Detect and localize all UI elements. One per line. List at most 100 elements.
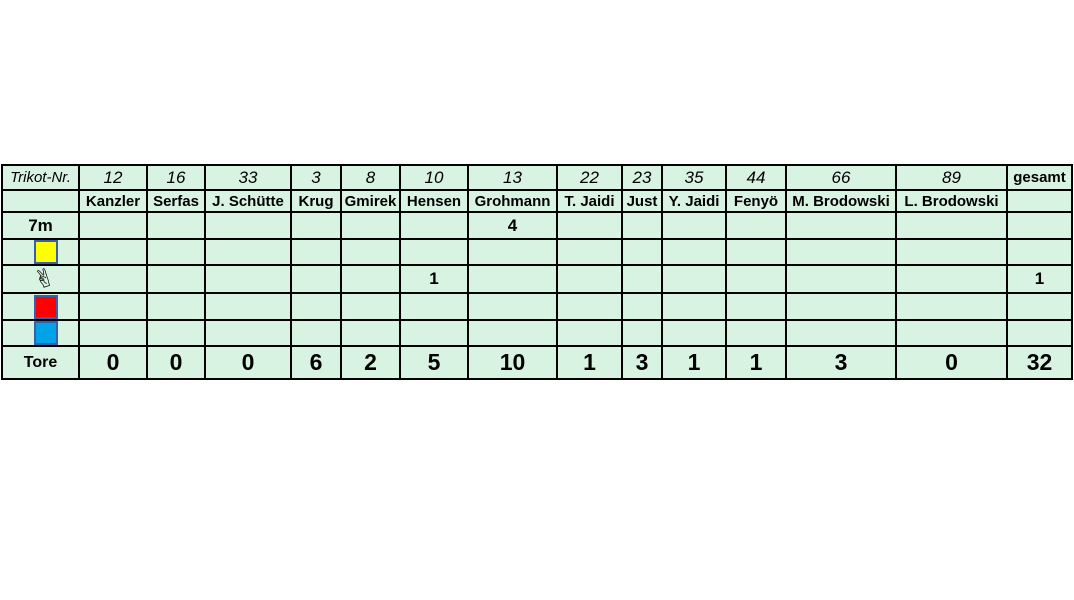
jersey-number: 16	[146, 164, 206, 191]
stat-cell: 1	[725, 345, 787, 380]
stat-cell	[78, 292, 148, 321]
stat-cell	[146, 264, 206, 294]
player-name: Serfas	[146, 189, 206, 213]
stat-cell: 0	[204, 345, 292, 380]
stat-cell	[895, 264, 1008, 294]
blue-card-icon	[33, 322, 58, 344]
row-icon-cell	[1, 292, 80, 321]
stat-cell: 3	[785, 345, 897, 380]
stat-total-cell: 32	[1006, 345, 1073, 380]
jersey-number: 22	[556, 164, 623, 191]
stat-cell	[785, 292, 897, 321]
stat-cell	[204, 211, 292, 240]
player-name: Kanzler	[78, 189, 148, 213]
stat-cell	[661, 292, 727, 321]
stat-cell	[146, 292, 206, 321]
stat-cell	[78, 238, 148, 266]
stat-cell	[556, 319, 623, 347]
stat-cell: 10	[467, 345, 558, 380]
stat-cell	[340, 211, 401, 240]
stat-cell	[661, 319, 727, 347]
stat-total-cell	[1006, 238, 1073, 266]
player-name: Krug	[290, 189, 342, 213]
stat-cell	[204, 292, 292, 321]
stat-total-cell: 1	[1006, 264, 1073, 294]
stat-cell: 3	[621, 345, 663, 380]
stat-cell: 5	[399, 345, 469, 380]
stat-cell	[340, 238, 401, 266]
stat-row-blue-card	[1, 319, 1073, 347]
player-name: T. Jaidi	[556, 189, 623, 213]
stat-cell	[661, 264, 727, 294]
stat-cell	[621, 264, 663, 294]
stat-cell	[290, 292, 342, 321]
jersey-number: 10	[399, 164, 469, 191]
row-label-tore: Tore	[1, 345, 80, 380]
total-column-header: gesamt	[1006, 164, 1073, 191]
stat-cell	[340, 292, 401, 321]
stat-cell: 1	[399, 264, 469, 294]
stat-cell	[725, 319, 787, 347]
stat-cell	[467, 264, 558, 294]
stat-cell	[78, 211, 148, 240]
stat-cell	[290, 211, 342, 240]
stat-cell: 0	[895, 345, 1008, 380]
stat-row-tore: Tore 0 0 0 6 2 5 10 1 3 1 1 3 0 32	[1, 345, 1073, 380]
player-name: Just	[621, 189, 663, 213]
stat-cell	[785, 238, 897, 266]
two-minute-penalty-icon: ✌	[29, 265, 59, 293]
stat-cell	[204, 319, 292, 347]
stat-cell: 2	[340, 345, 401, 380]
stat-cell	[661, 238, 727, 266]
stat-cell	[556, 211, 623, 240]
stat-cell	[467, 319, 558, 347]
stat-cell	[399, 211, 469, 240]
corner-label: Trikot-Nr.	[1, 164, 80, 191]
jersey-number: 8	[340, 164, 401, 191]
player-name: Y. Jaidi	[661, 189, 727, 213]
player-name: L. Brodowski	[895, 189, 1008, 213]
stat-cell	[895, 238, 1008, 266]
stat-cell	[399, 292, 469, 321]
yellow-card-icon	[33, 241, 58, 263]
stat-cell	[340, 319, 401, 347]
stat-total-cell	[1006, 319, 1073, 347]
stat-cell: 0	[78, 345, 148, 380]
stat-cell	[621, 238, 663, 266]
jersey-number: 33	[204, 164, 292, 191]
jersey-number: 13	[467, 164, 558, 191]
jersey-number-row: Trikot-Nr. 12 16 33 3 8 10 13 22 23 35 4…	[1, 164, 1073, 191]
stat-cell	[785, 319, 897, 347]
stats-table: Trikot-Nr. 12 16 33 3 8 10 13 22 23 35 4…	[1, 164, 1073, 380]
stat-cell	[290, 238, 342, 266]
jersey-number: 3	[290, 164, 342, 191]
stat-cell	[290, 319, 342, 347]
stat-cell	[340, 264, 401, 294]
stat-cell	[399, 238, 469, 266]
stat-cell	[725, 264, 787, 294]
jersey-number: 44	[725, 164, 787, 191]
stat-cell	[621, 211, 663, 240]
player-name: Fenyö	[725, 189, 787, 213]
stat-cell	[78, 264, 148, 294]
jersey-number: 12	[78, 164, 148, 191]
stat-cell	[399, 319, 469, 347]
stat-cell	[895, 211, 1008, 240]
player-name-row: Kanzler Serfas J. Schütte Krug Gmirek He…	[1, 189, 1073, 213]
stat-cell	[621, 292, 663, 321]
stat-cell	[204, 238, 292, 266]
stat-cell: 0	[146, 345, 206, 380]
stat-cell	[556, 264, 623, 294]
stat-cell	[661, 211, 727, 240]
stat-cell	[204, 264, 292, 294]
stat-total-cell	[1006, 211, 1073, 240]
stat-cell	[146, 211, 206, 240]
player-name: Gmirek	[340, 189, 401, 213]
stat-cell	[290, 264, 342, 294]
row-icon-cell	[1, 319, 80, 347]
row-icon-cell: ✌	[1, 264, 80, 294]
red-card-icon	[33, 295, 58, 318]
stat-row-two-minute-penalty: ✌ 1 1	[1, 264, 1073, 294]
stat-cell	[895, 292, 1008, 321]
